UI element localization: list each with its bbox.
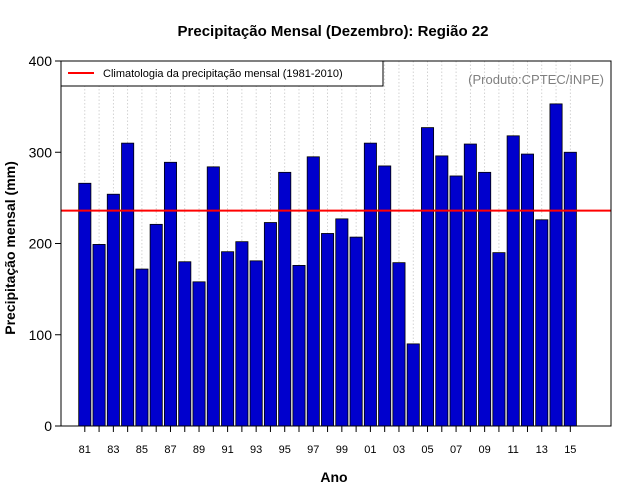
bar-15 [563,151,577,427]
bar-97 [306,156,320,427]
x-tick-label-91: 91 [221,444,233,456]
bar-99 [335,218,349,427]
bar-84 [121,142,135,427]
x-tick-label-83: 83 [107,444,119,456]
bar-91 [221,251,235,427]
legend: Climatologia da precipitação mensal (198… [60,60,384,87]
bar-93 [249,260,263,427]
x-tick-label-01: 01 [364,444,376,456]
x-tick-label-05: 05 [421,444,433,456]
bar-13 [535,219,549,427]
bar-14 [549,103,563,427]
x-tick-label-85: 85 [136,444,148,456]
bar-08 [463,143,477,427]
y-axis-label: Precipitação mensal (mm) [2,161,18,335]
y-tick-label: 200 [29,236,53,252]
legend-box [60,60,384,87]
bar-12 [520,153,534,427]
bar-86 [149,223,163,427]
bar-92 [235,241,249,427]
bar-82 [92,244,106,427]
x-tick-label-81: 81 [79,444,91,456]
bar-10 [492,252,506,427]
bar-87 [163,161,177,427]
bar-07 [449,175,463,427]
bar-01 [363,142,377,427]
bar-11 [506,135,520,427]
x-tick-label-09: 09 [479,444,491,456]
x-axis: 81 83 85 87 89 91 93 95 97 99 01 03 05 07 09 11 13 15 [79,426,576,456]
x-tick-label-03: 03 [393,444,405,456]
bar-89 [192,281,206,427]
credit-text: (Produto:CPTEC/INPE) [468,72,604,87]
x-tick-label-93: 93 [250,444,262,456]
chart-title: Precipitação Mensal (Dezembro): Região 2… [178,23,489,40]
bar-04 [406,343,420,427]
x-axis-label: Ano [320,469,347,485]
bar-85 [135,268,149,427]
y-tick-label: 400 [29,53,53,69]
bar-00 [349,236,363,427]
y-tick-label: 0 [44,418,52,434]
x-tick-label-15: 15 [564,444,576,456]
bar-06 [435,155,449,427]
x-tick-label-07: 07 [450,444,462,456]
y-tick-label: 100 [29,327,53,343]
x-tick-label-89: 89 [193,444,205,456]
x-tick-label-99: 99 [336,444,348,456]
x-tick-label-87: 87 [164,444,176,456]
bar-83 [106,193,120,427]
legend-label: Climatologia da precipitação mensal (198… [103,68,343,80]
x-tick-label-95: 95 [279,444,291,456]
y-tick-label: 300 [29,144,53,160]
x-tick-label-11: 11 [507,444,518,456]
bar-81 [78,182,92,427]
bar-02 [378,165,392,427]
bar-03 [392,262,406,427]
x-tick-label-13: 13 [536,444,548,456]
bar-96 [292,264,306,427]
y-axis: 0 100 200 300 400 [29,53,61,434]
x-tick-label-97: 97 [307,444,319,456]
bar-94 [263,222,277,427]
bar-05 [421,127,435,427]
bar-90 [206,166,220,427]
bar-98 [321,233,335,427]
bar-88 [178,261,192,427]
